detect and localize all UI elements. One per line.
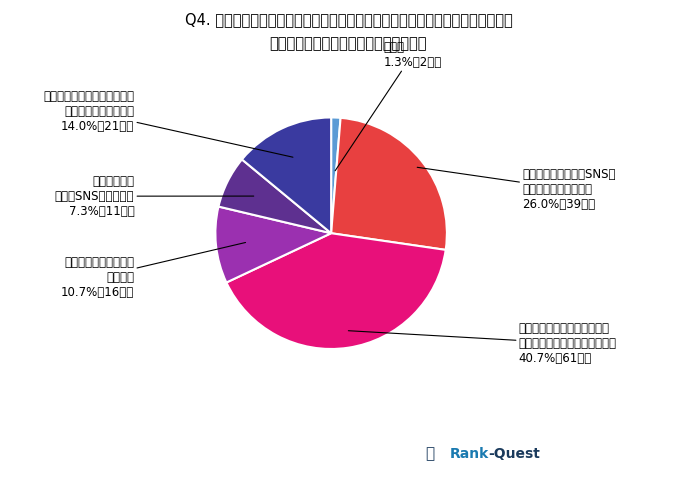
Text: ワードを調整して再検索する
（条件を増やす・減らすなど）
40.7%（61名）: ワードを調整して再検索する （条件を増やす・減らすなど） 40.7%（61名）: [348, 322, 617, 365]
Text: その他
1.3%（2名）: その他 1.3%（2名）: [335, 41, 441, 171]
Wedge shape: [227, 233, 445, 349]
Text: 別の検索エンジンやSNSで
同じワードを検索する
26.0%（39名）: 別の検索エンジンやSNSで 同じワードを検索する 26.0%（39名）: [418, 168, 615, 211]
Text: 表示された関連情報で
受協する
10.7%（16名）: 表示された関連情報で 受協する 10.7%（16名）: [61, 242, 245, 299]
Text: 専門サイトや口コミサイトに
直接アクセスして探す
14.0%（21名）: 専門サイトや口コミサイトに 直接アクセスして探す 14.0%（21名）: [43, 90, 293, 157]
Wedge shape: [331, 118, 341, 233]
Text: Rank: Rank: [450, 447, 489, 461]
Wedge shape: [215, 206, 331, 283]
Wedge shape: [218, 159, 331, 233]
Text: Q4. 複数ワード検索を行った結果、望む情報が見つからない場合の行動として、: Q4. 複数ワード検索を行った結果、望む情報が見つからない場合の行動として、: [185, 12, 512, 27]
Text: 最も当てはまるものをお選びください。: 最も当てはまるものをお選びください。: [270, 36, 427, 51]
Wedge shape: [242, 118, 331, 233]
Wedge shape: [331, 118, 447, 250]
Text: 検索を断念し
知人やSNSで質問する
7.3%（11名）: 検索を断念し 知人やSNSで質問する 7.3%（11名）: [55, 175, 254, 217]
Text: -Quest: -Quest: [488, 447, 539, 461]
Text: Ⓡ: Ⓡ: [425, 446, 434, 461]
